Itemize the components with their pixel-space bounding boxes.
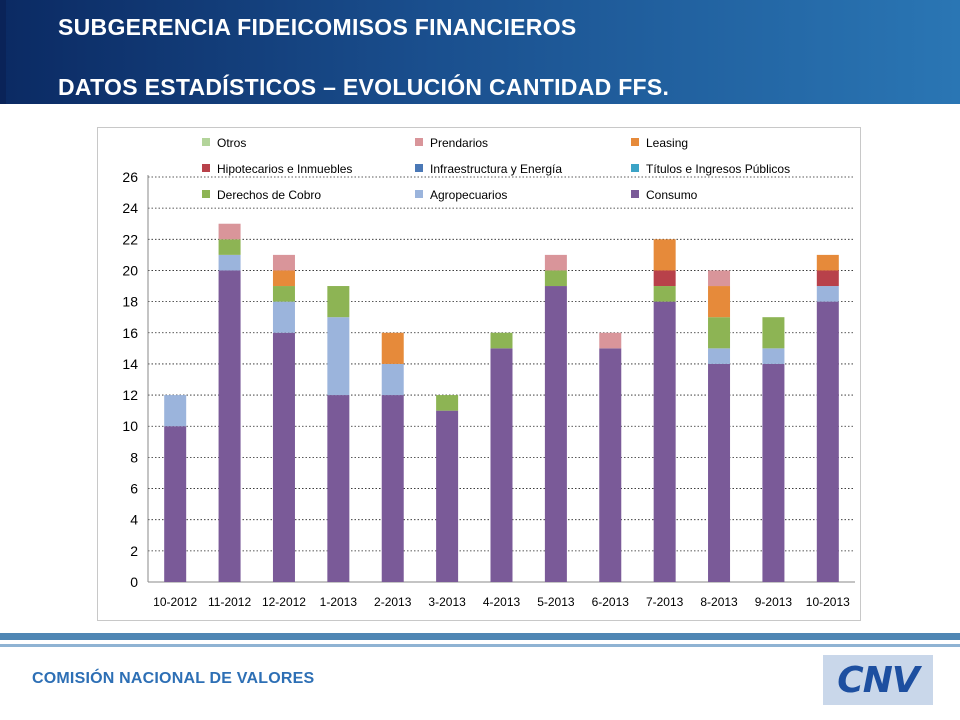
header-banner: SUBGERENCIA FIDEICOMISOS FINANCIEROS DAT… <box>0 0 960 104</box>
x-tick-label: 5-2013 <box>537 595 575 609</box>
legend-swatch <box>415 190 423 198</box>
bar-segment <box>762 317 785 349</box>
chart-area: 0 2 4 6 8 10 12 14 16 18 20 22 24 26 10-2012 11-2012 12-… <box>97 127 861 621</box>
x-tick-label: 8-2013 <box>700 595 738 609</box>
bar-segment <box>544 286 567 582</box>
legend-label: Otros <box>217 136 246 150</box>
x-tick-label: 10-2012 <box>153 595 197 609</box>
bar-segment <box>653 301 676 582</box>
bar-segment <box>708 270 731 287</box>
y-tick-label: 22 <box>122 231 138 247</box>
bar-segment <box>218 223 241 240</box>
footer-divider-thin <box>0 644 960 647</box>
x-tick-label: 7-2013 <box>646 595 684 609</box>
legend-swatch <box>202 164 210 172</box>
legend-label: Leasing <box>646 136 688 150</box>
y-tick-label: 6 <box>130 481 138 497</box>
y-tick-label: 18 <box>122 294 138 310</box>
legend-swatch <box>202 190 210 198</box>
x-tick-label: 10-2013 <box>806 595 850 609</box>
bar-segment <box>490 332 513 349</box>
x-tick-label: 6-2013 <box>592 595 630 609</box>
y-tick-label: 12 <box>122 387 138 403</box>
legend-label: Hipotecarios e Inmuebles <box>217 162 352 176</box>
bar-segment <box>164 395 187 427</box>
bar-segment <box>272 254 295 271</box>
bar-segment <box>762 363 785 582</box>
bar-segment <box>272 270 295 287</box>
bar-segment <box>653 239 676 271</box>
bar-segment <box>708 363 731 582</box>
bar-segment <box>327 395 350 582</box>
bar-segment <box>381 395 404 582</box>
x-tick-label: 11-2012 <box>208 595 251 609</box>
bar-segment <box>164 426 187 582</box>
bar-segment <box>708 348 731 364</box>
bar-segment <box>653 270 676 287</box>
x-tick-label: 12-2012 <box>262 595 306 609</box>
x-tick-label: 1-2013 <box>320 595 358 609</box>
legend-label: Títulos e Ingresos Públicos <box>646 162 790 176</box>
bar-segment <box>816 254 839 271</box>
legend-label: Agropecuarios <box>430 188 507 202</box>
bar-segment <box>816 270 839 287</box>
bar-segment <box>816 301 839 582</box>
logo-text: CNV <box>837 659 919 701</box>
y-tick-label: 24 <box>122 200 138 216</box>
legend-label: Prendarios <box>430 136 488 150</box>
legend-swatch <box>631 164 639 172</box>
x-tick-label: 3-2013 <box>428 595 466 609</box>
bar-segment <box>272 301 295 333</box>
bar-segment <box>381 363 404 396</box>
page-subtitle: DATOS ESTADÍSTICOS – EVOLUCIÓN CANTIDAD … <box>58 74 670 100</box>
bar-segment <box>436 410 459 582</box>
y-tick-label: 2 <box>130 543 138 559</box>
y-tick-label: 10 <box>122 418 138 434</box>
x-tick-label: 4-2013 <box>483 595 521 609</box>
cnv-logo: CNV <box>823 655 933 705</box>
page-title: SUBGERENCIA FIDEICOMISOS FINANCIEROS <box>58 14 577 40</box>
bar-segment <box>218 254 241 271</box>
bar-segment <box>708 286 731 318</box>
legend-swatch <box>202 138 210 146</box>
bar-segment <box>381 332 404 364</box>
bar-segment <box>544 270 567 287</box>
bar-segment <box>436 395 459 411</box>
y-tick-label: 26 <box>122 169 138 185</box>
footer-divider <box>0 633 960 640</box>
legend-swatch <box>415 164 423 172</box>
legend-swatch <box>631 138 639 146</box>
bar-segment <box>272 332 295 582</box>
bar-segment <box>816 286 839 302</box>
bar-segment <box>218 270 241 582</box>
legend-swatch <box>631 190 639 198</box>
y-tick-label: 4 <box>130 512 138 528</box>
y-tick-label: 16 <box>122 325 138 341</box>
legend-label: Derechos de Cobro <box>217 188 321 202</box>
header-accent <box>0 0 6 104</box>
x-tick-label: 2-2013 <box>374 595 412 609</box>
y-tick-label: 14 <box>122 356 138 372</box>
organization-name: COMISIÓN NACIONAL DE VALORES <box>32 670 315 687</box>
bar-segment <box>327 286 350 318</box>
bar-segment <box>218 239 241 255</box>
bar-segment <box>327 317 350 396</box>
bar-segment <box>599 332 622 349</box>
bar-segment <box>653 286 676 302</box>
y-tick-label: 0 <box>130 574 138 590</box>
y-tick-label: 8 <box>130 449 138 465</box>
bar-segment <box>544 254 567 271</box>
y-tick-label: 20 <box>122 262 138 278</box>
x-tick-label: 9-2013 <box>755 595 793 609</box>
bar-segment <box>762 348 785 364</box>
bar-segment <box>490 348 513 582</box>
legend-label: Consumo <box>646 188 698 202</box>
bar-segment <box>272 286 295 302</box>
legend-label: Infraestructura y Energía <box>430 162 562 176</box>
legend-swatch <box>415 138 423 146</box>
bar-segment <box>708 317 731 349</box>
bar-segment <box>599 348 622 582</box>
